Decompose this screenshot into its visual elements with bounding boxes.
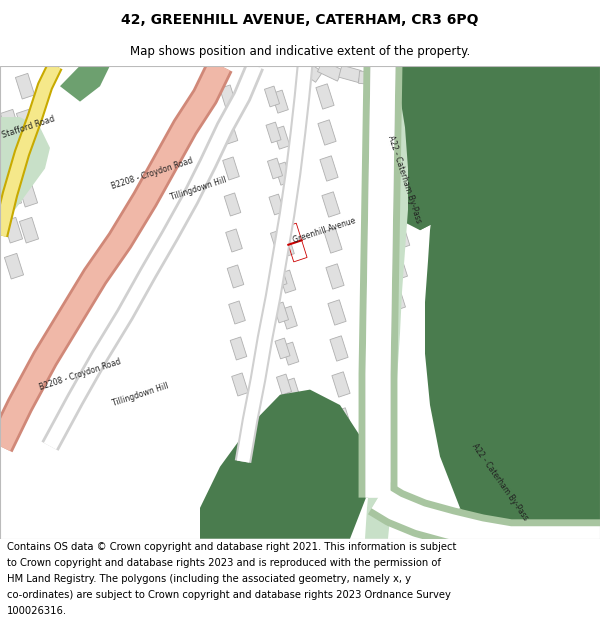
Bar xyxy=(298,59,322,82)
Bar xyxy=(330,336,348,361)
Text: 100026316.: 100026316. xyxy=(7,606,67,616)
Bar xyxy=(331,472,349,492)
Bar xyxy=(278,410,293,431)
Text: co-ordinates) are subject to Crown copyright and database rights 2023 Ordnance S: co-ordinates) are subject to Crown copyr… xyxy=(7,590,451,600)
Bar xyxy=(379,91,397,107)
Bar xyxy=(285,414,302,437)
Bar xyxy=(391,259,407,280)
Bar xyxy=(272,266,287,287)
Text: Tillingdown Hill: Tillingdown Hill xyxy=(111,381,169,408)
Bar xyxy=(268,158,283,179)
Bar xyxy=(280,441,299,462)
Bar xyxy=(19,181,38,207)
Bar xyxy=(350,477,367,498)
Bar xyxy=(224,193,241,216)
Bar xyxy=(320,156,338,181)
Bar xyxy=(2,181,22,207)
Bar xyxy=(279,270,296,293)
Text: B2208 - Croydon Road: B2208 - Croydon Road xyxy=(110,156,194,191)
Bar xyxy=(4,253,23,279)
Text: Tillingdown Hill: Tillingdown Hill xyxy=(169,176,227,203)
Bar xyxy=(272,90,289,113)
Bar xyxy=(229,301,245,324)
Bar xyxy=(221,121,238,144)
Bar xyxy=(271,230,286,251)
Text: A22 - Caterham By-Pass: A22 - Caterham By-Pass xyxy=(386,134,423,224)
Bar xyxy=(230,337,247,360)
Bar xyxy=(232,373,248,396)
Bar xyxy=(318,120,336,145)
Bar xyxy=(269,194,284,215)
Bar xyxy=(266,122,281,143)
Bar xyxy=(284,378,301,401)
Text: Stafford Road: Stafford Road xyxy=(1,114,56,140)
Bar xyxy=(275,338,290,359)
Text: 42, GREENHILL AVENUE, CATERHAM, CR3 6PQ: 42, GREENHILL AVENUE, CATERHAM, CR3 6PQ xyxy=(121,12,479,27)
Bar xyxy=(17,146,37,171)
Bar xyxy=(273,126,290,149)
Bar xyxy=(313,464,331,486)
Bar xyxy=(16,109,35,135)
Text: Contains OS data © Crown copyright and database right 2021. This information is : Contains OS data © Crown copyright and d… xyxy=(7,542,457,552)
Text: to Crown copyright and database rights 2023 and is reproduced with the permissio: to Crown copyright and database rights 2… xyxy=(7,558,441,568)
Bar xyxy=(326,264,344,289)
Bar xyxy=(265,86,280,107)
Text: B2208 - Croydon Road: B2208 - Croydon Road xyxy=(38,357,122,392)
Bar xyxy=(274,302,289,323)
Bar xyxy=(394,192,413,218)
Bar xyxy=(392,226,410,249)
Bar xyxy=(277,374,292,395)
Bar xyxy=(220,85,236,108)
Bar xyxy=(1,146,20,171)
Bar xyxy=(322,192,340,217)
Bar xyxy=(316,84,334,109)
Bar xyxy=(278,234,295,257)
Bar xyxy=(223,157,239,180)
Bar xyxy=(339,65,361,82)
Bar xyxy=(276,198,293,221)
Bar xyxy=(332,372,350,397)
Bar xyxy=(281,306,298,329)
Bar xyxy=(283,223,307,262)
Bar xyxy=(336,444,354,469)
Bar xyxy=(19,217,38,243)
Bar xyxy=(398,118,418,147)
Bar xyxy=(371,79,391,93)
Bar xyxy=(389,289,406,311)
Text: Greenhill Avenue: Greenhill Avenue xyxy=(292,216,357,244)
Text: HM Land Registry. The polygons (including the associated geometry, namely x, y: HM Land Registry. The polygons (includin… xyxy=(7,574,411,584)
Bar xyxy=(226,229,242,252)
Text: Map shows position and indicative extent of the property.: Map shows position and indicative extent… xyxy=(130,45,470,58)
Bar xyxy=(334,408,352,433)
Bar xyxy=(282,342,299,365)
Bar xyxy=(359,71,377,85)
Bar xyxy=(398,81,421,112)
Text: A22 - Caterham By-Pass: A22 - Caterham By-Pass xyxy=(470,442,530,522)
Bar xyxy=(4,217,23,243)
Bar xyxy=(396,154,416,182)
Bar xyxy=(367,479,383,500)
Bar xyxy=(324,228,342,253)
Bar xyxy=(1,109,20,135)
Bar xyxy=(16,73,35,99)
Bar xyxy=(296,454,314,475)
Bar xyxy=(227,265,244,288)
Bar xyxy=(275,162,292,185)
Bar xyxy=(328,300,346,325)
Bar xyxy=(317,61,343,81)
